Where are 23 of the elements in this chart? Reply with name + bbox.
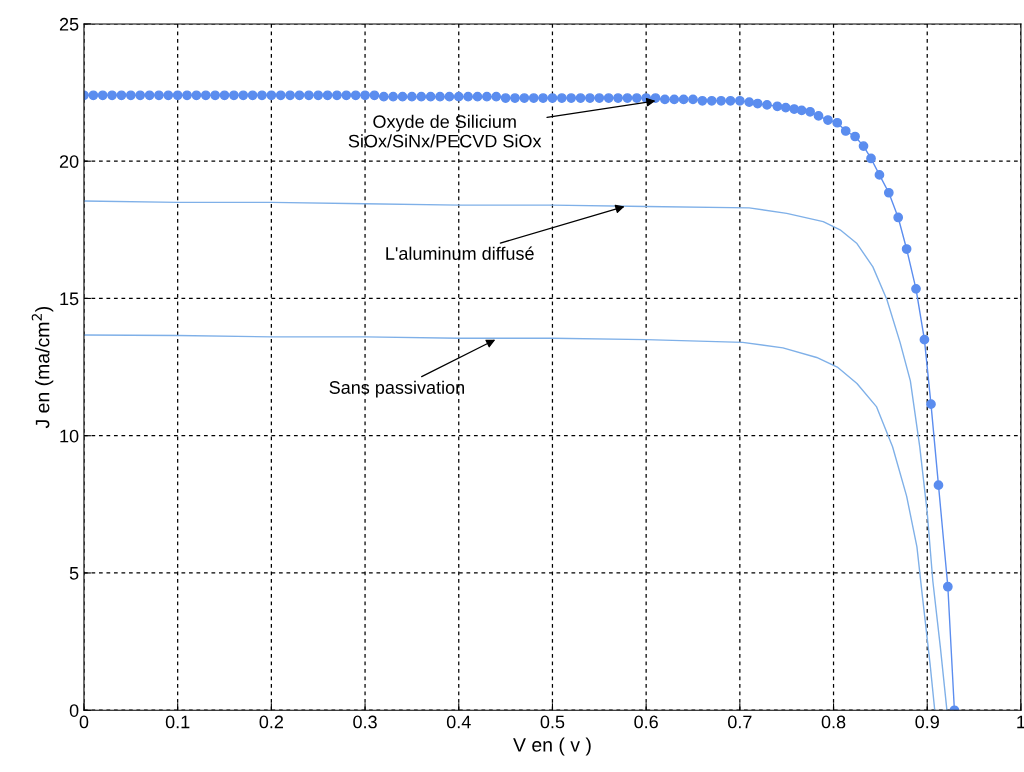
x-tick-label: 0.4 <box>446 715 471 729</box>
x-tick-label: 0.7 <box>728 715 752 729</box>
x-tick-label: 0.8 <box>821 715 846 729</box>
y-tick-label: 20 <box>59 155 79 168</box>
annotation: Sans passivation <box>329 380 464 398</box>
annotation: Oxyde de Silicium SiOx/SiNx/PECVD SiOx <box>348 114 542 148</box>
y-tick-label: 10 <box>60 429 79 443</box>
y-tick-label: 25 <box>59 17 79 31</box>
annotation: L'aluminum diffusé <box>386 246 534 260</box>
x-tick-label: 0.6 <box>634 715 658 729</box>
x-tick-label: 0 <box>79 715 89 729</box>
y-axis-title: J en (ma/cm$^{2}$) <box>31 306 54 429</box>
x-tick-label: 0.9 <box>915 715 939 729</box>
line-series <box>83 334 936 711</box>
y-tick-label: 15 <box>60 292 79 306</box>
y-tick-label: 5 <box>69 567 79 580</box>
x-axis-title: V en ( v ) <box>513 737 591 756</box>
y-tick-label: 0 <box>69 704 79 717</box>
line-series <box>83 200 948 711</box>
x-tick-label: 0.2 <box>259 715 283 729</box>
x-tick-label: 0.5 <box>540 715 565 729</box>
x-tick-label: 0.3 <box>353 715 377 729</box>
x-tick-label: 0.1 <box>165 715 190 729</box>
